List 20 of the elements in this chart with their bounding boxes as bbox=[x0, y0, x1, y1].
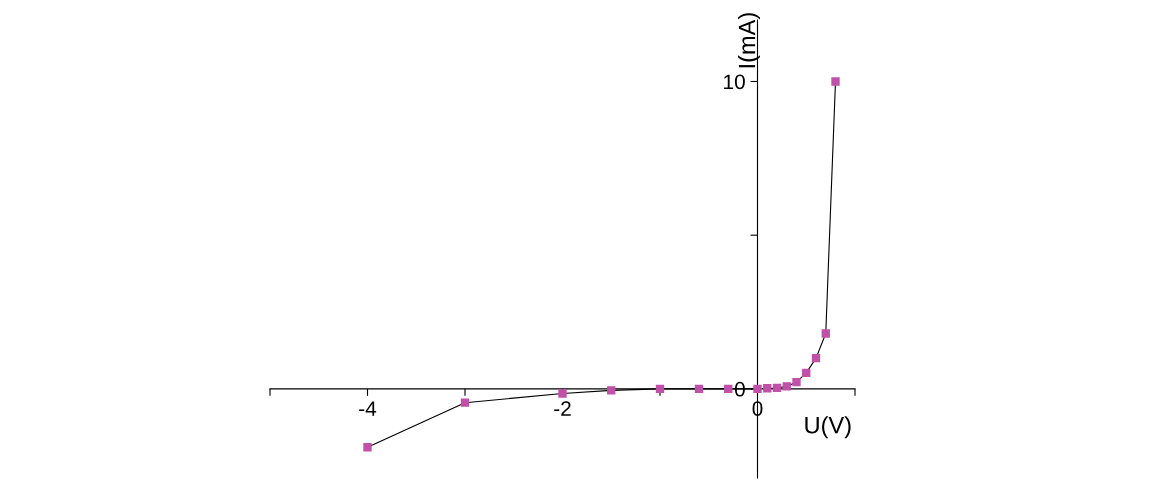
point bbox=[811, 353, 821, 363]
y-axis-title: I(mA) bbox=[738, 13, 760, 68]
point bbox=[763, 384, 772, 393]
point bbox=[831, 77, 840, 86]
point bbox=[724, 384, 733, 394]
point bbox=[607, 386, 616, 395]
point bbox=[694, 384, 704, 394]
point bbox=[772, 383, 782, 393]
point bbox=[802, 368, 811, 378]
point bbox=[753, 384, 762, 394]
point bbox=[821, 329, 830, 338]
point bbox=[460, 398, 470, 407]
x-axis-title: U(V) bbox=[805, 416, 851, 439]
point bbox=[655, 384, 665, 394]
x-tick-label: -4 bbox=[359, 401, 377, 416]
point bbox=[363, 443, 372, 452]
point bbox=[782, 382, 791, 391]
point bbox=[792, 377, 801, 387]
x-tick-label: -2 bbox=[554, 401, 571, 416]
y-tick-label: 10 bbox=[724, 74, 745, 90]
